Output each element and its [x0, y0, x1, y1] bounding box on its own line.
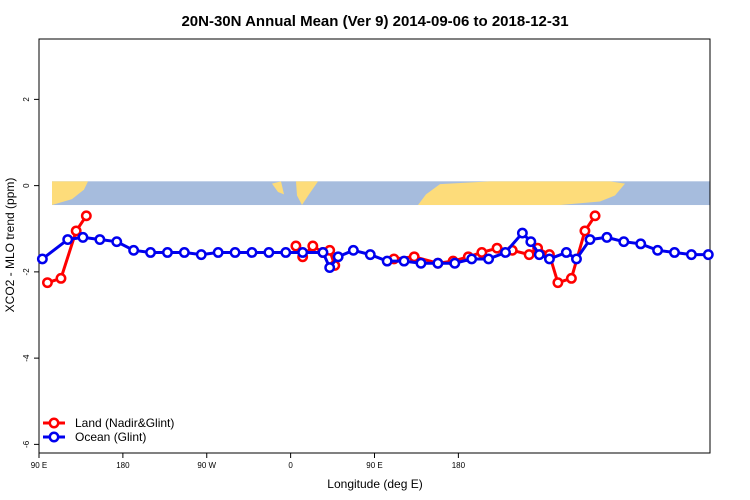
data-point	[263, 247, 275, 258]
series-layer	[36, 210, 714, 289]
data-point	[571, 253, 582, 265]
legend-label-ocean: Ocean (Glint)	[75, 430, 146, 444]
y-tick-label: -2	[22, 268, 31, 276]
data-point	[516, 227, 528, 239]
map-land-2	[296, 181, 318, 206]
data-point	[111, 236, 123, 248]
data-point	[212, 247, 224, 258]
y-axis-label: XCO2 - MLO trend (ppm)	[3, 178, 17, 313]
data-point	[62, 234, 74, 245]
data-point	[525, 236, 537, 248]
data-point	[483, 253, 495, 265]
map-land-1	[272, 181, 284, 195]
x-axis-label: Longitude (deg E)	[327, 477, 422, 491]
data-point	[42, 277, 53, 289]
map-land-4	[516, 183, 524, 192]
data-point	[80, 210, 92, 222]
data-point	[364, 249, 376, 261]
data-point	[476, 247, 488, 258]
x-tick-label: 90 W	[197, 461, 216, 470]
data-point	[552, 277, 564, 289]
data-point	[560, 247, 572, 258]
data-point	[246, 247, 258, 258]
data-point	[432, 257, 444, 269]
data-point	[317, 247, 329, 258]
data-point	[36, 253, 48, 265]
data-point	[533, 249, 545, 261]
legend-marker-ocean	[48, 431, 60, 443]
data-point	[543, 253, 555, 265]
data-point	[70, 225, 82, 237]
y-tick-label: 2	[22, 97, 31, 102]
data-point	[702, 249, 714, 261]
data-point	[669, 247, 680, 258]
legend: Land (Nadir&Glint) Ocean (Glint)	[43, 416, 174, 444]
data-point	[466, 253, 478, 265]
map-land-3	[418, 181, 625, 206]
data-point	[449, 257, 461, 269]
chart-title: 20N-30N Annual Mean (Ver 9) 2014-09-06 t…	[181, 13, 568, 30]
x-tick-label: 180	[116, 461, 130, 470]
data-point	[94, 234, 106, 245]
data-point	[601, 231, 613, 243]
data-point	[290, 240, 302, 252]
data-point	[297, 247, 309, 258]
y-tick-label: -4	[22, 354, 31, 362]
data-point	[178, 247, 190, 258]
data-point	[685, 249, 697, 261]
data-point	[145, 247, 157, 258]
data-point	[280, 247, 292, 258]
plot-frame	[38, 38, 711, 454]
series-ocean	[36, 227, 714, 274]
data-point	[589, 210, 601, 222]
data-point	[128, 244, 140, 256]
data-point	[523, 249, 535, 261]
map-land-0	[52, 181, 88, 206]
x-axis: 90 E 180 90 W 0 90 E 180	[31, 453, 466, 470]
data-point	[584, 234, 596, 245]
y-axis: 2 0 -2 -4 -6	[22, 97, 39, 448]
data-point	[162, 247, 173, 258]
x-tick-label: 0	[288, 461, 293, 470]
x-tick-label: 90 E	[31, 461, 47, 470]
data-point	[307, 240, 319, 252]
x-tick-label: 90 E	[366, 461, 382, 470]
data-point	[565, 272, 577, 284]
series-line	[46, 214, 88, 285]
data-point	[491, 242, 503, 254]
data-point	[229, 247, 241, 258]
data-point	[415, 257, 427, 269]
data-point	[332, 251, 344, 263]
legend-marker-land	[48, 417, 60, 429]
map-band	[52, 181, 710, 206]
data-point	[398, 255, 410, 267]
x-tick-label: 180	[452, 461, 466, 470]
y-tick-label: 0	[22, 183, 31, 188]
data-point	[55, 272, 67, 284]
data-point	[652, 244, 664, 256]
data-point	[195, 249, 207, 261]
legend-label-land: Land (Nadir&Glint)	[75, 416, 174, 430]
data-point	[77, 231, 89, 243]
data-point	[500, 247, 511, 258]
data-point	[381, 255, 393, 267]
data-point	[347, 244, 359, 256]
data-point	[579, 225, 591, 237]
data-point	[635, 238, 647, 250]
y-tick-label: -6	[22, 440, 31, 448]
data-point	[324, 262, 336, 274]
data-point	[618, 236, 630, 248]
